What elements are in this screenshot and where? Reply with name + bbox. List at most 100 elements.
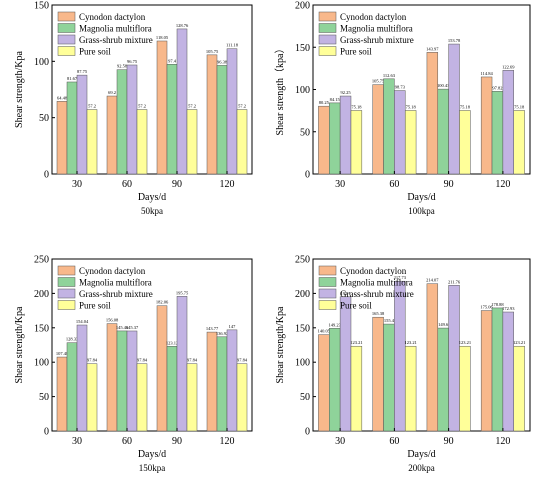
bar-value-label: 57.2 — [88, 104, 96, 109]
bar-value-label: 92.58 — [117, 64, 128, 69]
bar-value-label: 136.92 — [216, 331, 228, 336]
x-tick-label: 60 — [122, 436, 132, 447]
bar-value-label: 97.82 — [492, 85, 502, 90]
bar — [66, 342, 78, 432]
y-tick-label: 100 — [295, 358, 310, 369]
legend-swatch — [57, 11, 76, 22]
bar-value-label: 182.06 — [156, 300, 169, 305]
bar — [136, 109, 148, 175]
bar — [126, 64, 138, 175]
bar-value-label: 111.18 — [226, 43, 239, 48]
legend-swatch — [57, 34, 76, 45]
x-axis-label: Days/d — [138, 192, 166, 203]
y-tick-label: 150 — [34, 323, 49, 334]
bar-value-label: 97.84 — [87, 358, 98, 363]
bar-value-label: 145.46 — [116, 325, 129, 330]
bar-value-label: 57.2 — [138, 104, 146, 109]
legend-swatch — [318, 300, 337, 310]
bar — [156, 40, 168, 175]
y-tick-label: 200 — [34, 289, 49, 300]
bar-value-label: 57.2 — [188, 104, 196, 109]
bar-value-label: 178.88 — [491, 302, 504, 307]
bar — [236, 363, 248, 432]
bar — [339, 95, 352, 175]
y-axis-label: Shear strength/Kpa — [275, 306, 286, 383]
x-axis-label: Days/d — [407, 449, 435, 460]
x-tick-label: 90 — [172, 179, 182, 190]
legend-label: Cynodon dactylon — [79, 12, 146, 22]
legend-swatch — [318, 277, 337, 287]
bar-value-label: 149.6 — [438, 322, 449, 327]
bar-value-label: 217.73 — [394, 275, 407, 280]
bar — [491, 91, 504, 175]
y-axis-label: Shear strength（kpa） — [274, 44, 286, 136]
bar-value-label: 122.69 — [502, 64, 515, 69]
bar-value-label: 155.4 — [384, 318, 395, 323]
x-tick-label: 120 — [495, 179, 510, 190]
legend-label: Grass-shrub mixture — [340, 35, 414, 45]
legend-swatch — [57, 23, 76, 33]
x-axis-label: Days/d — [407, 192, 435, 203]
bar — [318, 334, 330, 432]
plot-frame — [312, 258, 531, 432]
bar-value-label: 140.05 — [318, 329, 331, 334]
legend-label: Pure soil — [340, 47, 372, 57]
legend-label: Cynodon dactylon — [340, 266, 407, 276]
bar-value-label: 97.4 — [168, 58, 177, 63]
bar — [136, 363, 148, 432]
legend-label: Magnolia multiflora — [340, 24, 413, 34]
bar-value-label: 143.77 — [206, 326, 219, 331]
x-tick-label: 120 — [220, 436, 235, 447]
bar-value-label: 149.23 — [329, 322, 342, 327]
bar-value-label: 114.84 — [480, 71, 493, 76]
bar — [448, 43, 460, 175]
y-tick-label: 100 — [34, 57, 49, 68]
bar-value-label: 175.06 — [480, 305, 493, 310]
bar — [186, 109, 198, 175]
bar — [318, 105, 330, 175]
bar — [116, 330, 128, 432]
legend-label: Pure soil — [340, 301, 372, 311]
bar-value-label: 128.33 — [66, 337, 79, 342]
legend-label: Magnolia multiflora — [79, 24, 152, 34]
panel-title: 150kpa — [139, 463, 166, 473]
bar-value-label: 112.63 — [383, 73, 396, 78]
bar — [459, 110, 471, 175]
legend-swatch — [57, 288, 76, 299]
bar-value-label: 123.21 — [513, 340, 525, 345]
legend-swatch — [318, 46, 337, 56]
bar-value-label: 147 — [229, 324, 237, 329]
bar-value-label: 145.37 — [126, 325, 139, 330]
bar-value-label: 75.18 — [406, 104, 417, 109]
bar-value-label: 97.84 — [137, 358, 148, 363]
bar — [329, 328, 341, 432]
bar — [437, 88, 449, 175]
y-tick-label: 50 — [39, 392, 49, 403]
bar — [383, 78, 395, 175]
x-tick-label: 90 — [444, 436, 454, 447]
x-tick-label: 90 — [172, 436, 182, 447]
x-tick-label: 30 — [72, 179, 82, 190]
x-tick-label: 60 — [122, 179, 132, 190]
x-tick-label: 120 — [220, 179, 235, 190]
y-tick-label: 200 — [295, 289, 310, 300]
bar — [372, 316, 384, 432]
bar — [176, 296, 188, 432]
bar-value-label: 97.84 — [187, 358, 198, 363]
bar — [226, 329, 238, 432]
bar — [448, 285, 460, 432]
bar-value-label: 165.38 — [372, 311, 385, 316]
y-tick-label: 150 — [295, 43, 310, 54]
bar-value-label: 118.05 — [156, 35, 169, 40]
bar — [372, 84, 384, 175]
bar — [437, 327, 449, 432]
legend-label: Magnolia multiflora — [340, 278, 413, 288]
bar-value-label: 105.75 — [372, 79, 385, 84]
bar — [480, 76, 493, 175]
y-tick-label: 100 — [295, 85, 310, 96]
y-tick-label: 200 — [295, 1, 310, 12]
bar-value-label: 96.75 — [127, 59, 138, 64]
bar — [116, 69, 128, 175]
bar — [394, 280, 406, 432]
legend-swatch — [318, 23, 337, 33]
